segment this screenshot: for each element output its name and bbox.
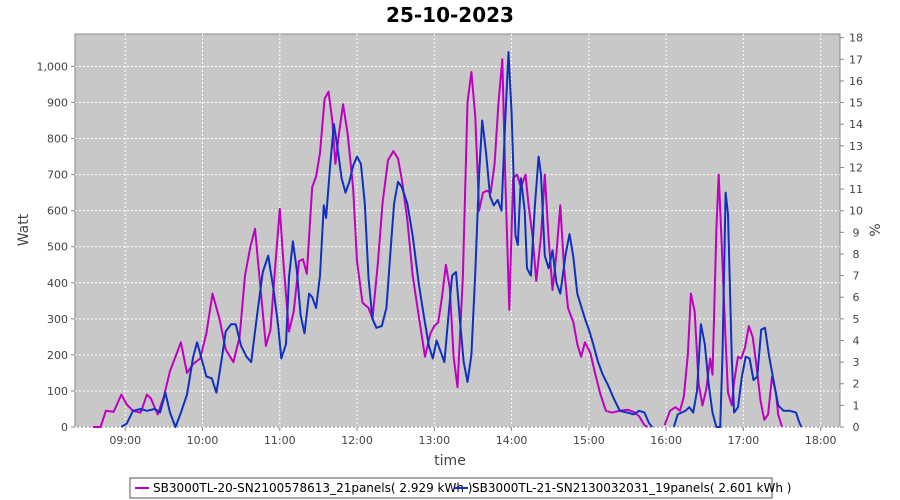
- y-tick-label: 200: [47, 349, 68, 362]
- y2-tick-label: 2: [853, 378, 860, 391]
- x-tick-label: 14:00: [496, 434, 528, 447]
- x-tick-label: 11:00: [264, 434, 296, 447]
- series-line-2: [663, 173, 783, 428]
- x-tick-label: 13:00: [418, 434, 450, 447]
- y2-tick-label: 10: [849, 205, 863, 218]
- y2-tick-label: 6: [853, 291, 860, 304]
- x-tick-label: 17:00: [728, 434, 760, 447]
- y-tick-label: 300: [47, 313, 68, 326]
- series-lines: [92, 51, 803, 428]
- y2-tick-label: 16: [849, 75, 863, 88]
- y-tick-label: 700: [47, 169, 68, 182]
- x-tick-label: 18:00: [805, 434, 837, 447]
- legend: SB3000TL-20-SN2100578613_21panels( 2.929…: [129, 477, 791, 499]
- x-axis-label: time: [434, 453, 466, 469]
- y-tick-label: 400: [47, 277, 68, 290]
- x-axis-ticks: 09:00 10:00 11:00 12:00 13:00 14:00 15:00 16:00…: [109, 427, 837, 447]
- series-line-3: [672, 191, 803, 428]
- y-tick-label: 500: [47, 241, 68, 254]
- y2-tick-label: 0: [853, 421, 860, 434]
- chart-title: 25-10-2023: [386, 3, 514, 27]
- legend-box: [129, 477, 773, 499]
- y-axis-ticks: 0 100 200 300 400 500 600 700 800 900 1,000: [37, 60, 75, 434]
- y2-tick-label: 4: [853, 334, 860, 347]
- y-tick-label: 0: [61, 421, 68, 434]
- y2-tick-label: 11: [849, 183, 863, 196]
- y-tick-label: 1,000: [37, 60, 69, 73]
- legend-label-1: SB3000TL-21-SN2130032031_19panels( 2.601…: [472, 481, 791, 495]
- y2-tick-label: 3: [853, 356, 860, 369]
- y2-tick-label: 12: [849, 161, 863, 174]
- y2-tick-label: 18: [849, 32, 863, 45]
- y2-tick-label: 13: [849, 140, 863, 153]
- y2-tick-label: 15: [849, 97, 863, 110]
- x-tick-label: 12:00: [341, 434, 373, 447]
- y2-tick-label: 17: [849, 53, 863, 66]
- y-tick-label: 900: [47, 97, 68, 110]
- y-tick-label: 100: [47, 385, 68, 398]
- x-tick-label: 10:00: [187, 434, 219, 447]
- x-tick-label: 15:00: [573, 434, 605, 447]
- y2-tick-label: 8: [853, 248, 860, 261]
- y2-tick-label: 5: [853, 313, 860, 326]
- y2-tick-label: 1: [853, 399, 860, 412]
- y-tick-label: 600: [47, 205, 68, 218]
- y2-tick-label: 14: [849, 118, 863, 131]
- y2-tick-label: 7: [853, 270, 860, 283]
- series-line-0: [92, 58, 649, 428]
- y-tick-label: 800: [47, 133, 68, 146]
- series-line-1: [120, 51, 653, 428]
- x-tick-label: 16:00: [650, 434, 682, 447]
- y2-tick-label: 9: [853, 226, 860, 239]
- legend-label-0: SB3000TL-20-SN2100578613_21panels( 2.929…: [153, 481, 472, 495]
- x-tick-label: 09:00: [109, 434, 141, 447]
- y-axis-label: Watt: [16, 213, 32, 246]
- y2-axis-label: %: [868, 223, 884, 236]
